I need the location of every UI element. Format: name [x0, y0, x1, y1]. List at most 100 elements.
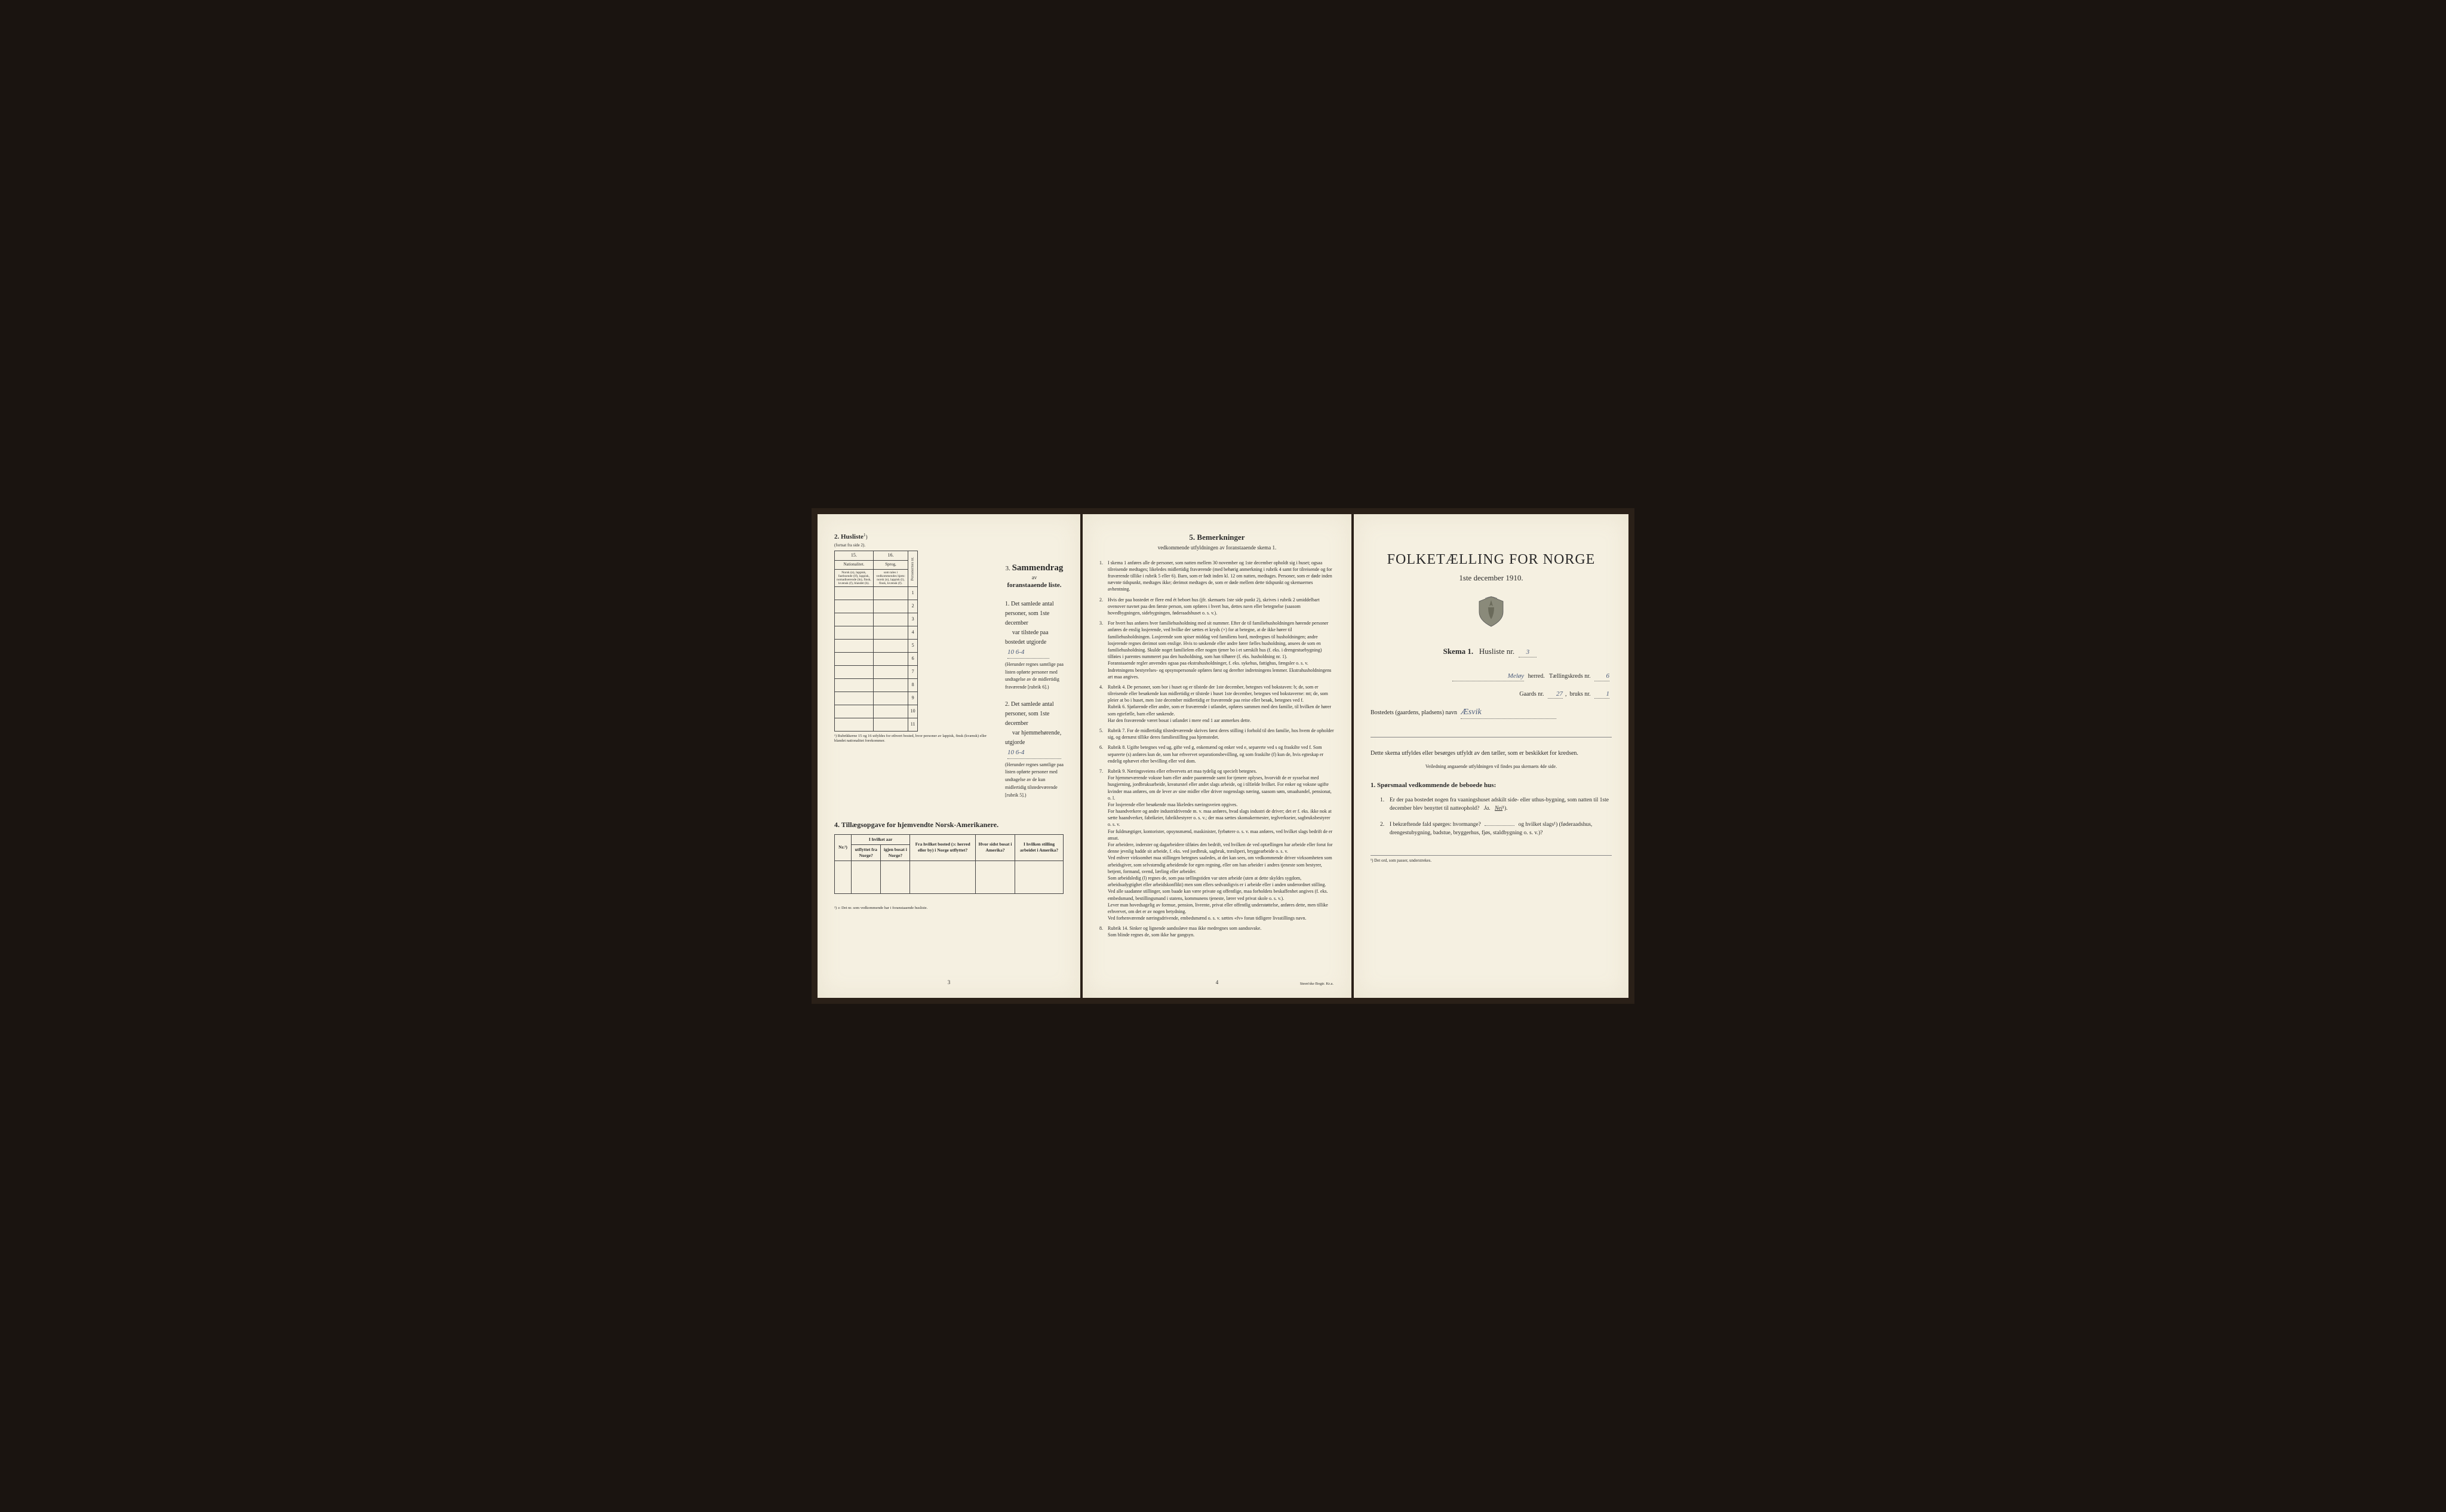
page-middle: 5. Bemerkninger vedkommende utfyldningen…	[1083, 514, 1351, 998]
question-2: 2. I bekræftende fald spørges: hvormange…	[1380, 820, 1612, 838]
col-16: 16.	[873, 551, 908, 561]
husliste-footnote: ¹) Rubrikkerne 15 og 16 utfyldes for eth…	[834, 734, 993, 743]
taellingskreds-label: Tællingskreds nr.	[1549, 673, 1590, 680]
sammendrag-av: av	[1005, 574, 1064, 581]
am-h0: Nr.²)	[835, 834, 852, 861]
q2-text: I bekræftende fald spørges: hvormange?	[1390, 822, 1481, 828]
bem-t4: Rubrik 4. De personer, som bor i huset o…	[1108, 684, 1335, 724]
q1-nei: Nei	[1495, 806, 1502, 812]
bosted-hand: Æsvik	[1461, 708, 1481, 717]
sammendrag-block: 3. Sammendrag av foranstaaende liste. 1.…	[1005, 532, 1064, 808]
row-11: 11	[908, 718, 918, 731]
husliste-title: 2. Husliste	[834, 533, 864, 540]
row-5: 5	[908, 639, 918, 652]
bem-t7: Rubrik 9. Næringsveiens eller erhvervets…	[1108, 768, 1335, 921]
row-9: 9	[908, 692, 918, 705]
husliste-table-block: 2. Husliste 1) (fortsat fra side 2). 15. …	[834, 532, 993, 808]
husliste-table: 15. 16. Personernes nr. Nationalitet. Sp…	[834, 551, 918, 731]
gaards-nr: 27	[1556, 690, 1563, 697]
skema-line: Skema 1. Husliste nr. 3	[1371, 646, 1612, 657]
herred-hand: Meløy	[1508, 672, 1524, 680]
item2-paren: (Herunder regnes samtlige paa listen opf…	[1005, 761, 1064, 800]
item1-text: Det samlede antal personer, som 1ste dec…	[1005, 601, 1054, 626]
bruks-nr: 1	[1606, 690, 1610, 697]
q2-num: 2.	[1380, 820, 1390, 838]
bem-t5: Rubrik 7. For de midlertidig tilstedevær…	[1108, 727, 1335, 740]
row-8: 8	[908, 678, 918, 692]
right-footnote: ¹) Det ord, som passer, understrekes.	[1371, 855, 1612, 863]
bemerkninger-sub: vedkommende utfyldningen av foranstaaend…	[1099, 544, 1335, 551]
herred-label: herred.	[1528, 673, 1545, 680]
am-h2: Fra hvilket bosted (ɔ: herred eller by) …	[910, 834, 976, 861]
row-1: 1	[908, 586, 918, 600]
am-sh1: utflyttet fra Norge?	[852, 844, 881, 861]
item2-text: Det samlede antal personer, som 1ste dec…	[1005, 701, 1054, 727]
husliste-paren: )	[866, 534, 868, 540]
taellingskreds-nr: 6	[1606, 672, 1610, 680]
skema-label: Skema 1.	[1443, 647, 1474, 656]
item1-line2: var tilstede paa bostedet utgjorde	[1005, 629, 1049, 646]
crest-icon	[1476, 595, 1506, 628]
bem-n6: 6.	[1099, 744, 1108, 764]
sammendrag-title: Sammendrag	[1012, 563, 1064, 573]
bem-n2: 2.	[1099, 597, 1108, 617]
bemerkninger-list: 1.I skema 1 anføres alle de personer, so…	[1099, 560, 1335, 939]
sammendrag-num: 3.	[1006, 565, 1010, 572]
page-right: FOLKETÆLLING FOR NORGE 1ste december 191…	[1354, 514, 1628, 998]
page-left: 2. Husliste 1) (fortsat fra side 2). 15. …	[818, 514, 1080, 998]
bem-n3: 3.	[1099, 620, 1108, 680]
am-h3: Hvor sidst bosat i Amerika?	[975, 834, 1015, 861]
bem-n1: 1.	[1099, 560, 1108, 593]
col-persons: Personernes nr.	[908, 551, 918, 586]
item1-paren: (Herunder regnes samtlige paa listen opf…	[1005, 661, 1064, 692]
bosted-label: Bostedets (gaardens, pladsens) navn	[1371, 709, 1457, 716]
row-2: 2	[908, 600, 918, 613]
q1-ja: Ja.	[1484, 806, 1491, 812]
row-10: 10	[908, 705, 918, 718]
gaards-label: Gaards nr.	[1519, 691, 1544, 697]
bem-t2: Hvis der paa bostedet er flere end ét be…	[1108, 597, 1335, 617]
husliste-label: Husliste nr.	[1479, 647, 1514, 656]
bruks-label: bruks nr.	[1570, 691, 1591, 697]
amerika-table: Nr.²) I hvilket aar Fra hvilket bosted (…	[834, 834, 1064, 894]
main-title: FOLKETÆLLING FOR NORGE	[1371, 550, 1612, 569]
row-4: 4	[908, 626, 918, 639]
bem-n7: 7.	[1099, 768, 1108, 921]
q1-sup: ¹).	[1502, 806, 1507, 812]
am-h1: I hvilket aar	[852, 834, 910, 844]
bem-t1: I skema 1 anføres alle de personer, som …	[1108, 560, 1335, 593]
item1-hand: 10 6-4	[1007, 649, 1024, 656]
item1-num: 1.	[1005, 601, 1010, 607]
h15-1: Nationalitet.	[835, 561, 874, 569]
intro-text: Dette skema utfyldes eller besørges utfy…	[1371, 749, 1612, 758]
row-6: 6	[908, 652, 918, 665]
question-1: 1. Er der paa bostedet nogen fra vaaning…	[1380, 796, 1612, 813]
section4-title: 4. Tillægsopgave for hjemvendte Norsk-Am…	[834, 820, 1064, 829]
h16-1: Sprog,	[873, 561, 908, 569]
item2-line2: var hjemmehørende, utgjorde	[1005, 730, 1061, 746]
intro-small: Veiledning angaaende utfyldningen vil fi…	[1371, 764, 1612, 770]
item2-num: 2.	[1005, 701, 1010, 708]
gaards-row: Gaards nr. 27, bruks nr. 1	[1371, 690, 1612, 699]
printer-mark: Steen'ske Bogtr. Kr.a.	[1300, 982, 1333, 987]
h15-2: Norsk (n), lappisk, fastboende (lf), lap…	[835, 569, 874, 586]
bemerkninger-title: 5. Bemerkninger	[1099, 532, 1335, 543]
herred-row: Meløy herred. Tællingskreds nr. 6	[1371, 672, 1612, 681]
row-3: 3	[908, 613, 918, 626]
husliste-nr: 3	[1526, 649, 1530, 656]
sammendrag-liste: foranstaaende liste.	[1005, 581, 1064, 590]
am-h4: I hvilken stilling arbeidet i Amerika?	[1015, 834, 1064, 861]
page-num-3: 3	[948, 979, 951, 986]
bem-n5: 5.	[1099, 727, 1108, 740]
footnote2: ²) ɔ: Det nr. som vedkommende har i fora…	[834, 906, 1064, 911]
bem-n4: 4.	[1099, 684, 1108, 724]
col-15: 15.	[835, 551, 874, 561]
am-sh2: igjen bosat i Norge?	[881, 844, 910, 861]
bem-t3: For hvert hus anføres hver familiehushol…	[1108, 620, 1335, 680]
item2-hand: 10 6-4	[1007, 749, 1024, 756]
census-document: 2. Husliste1) (fortsat fra side 2). 15. …	[812, 508, 1634, 1004]
husliste-cont: (fortsat fra side 2).	[834, 543, 993, 548]
bem-t6: Rubrik 8. Ugifte betegnes ved ug, gifte …	[1108, 744, 1335, 764]
sporsmaal-title: 1. Spørsmaal vedkommende de beboede hus:	[1371, 781, 1612, 790]
bosted-row: Bostedets (gaardens, pladsens) navn Æsvi…	[1371, 707, 1612, 719]
